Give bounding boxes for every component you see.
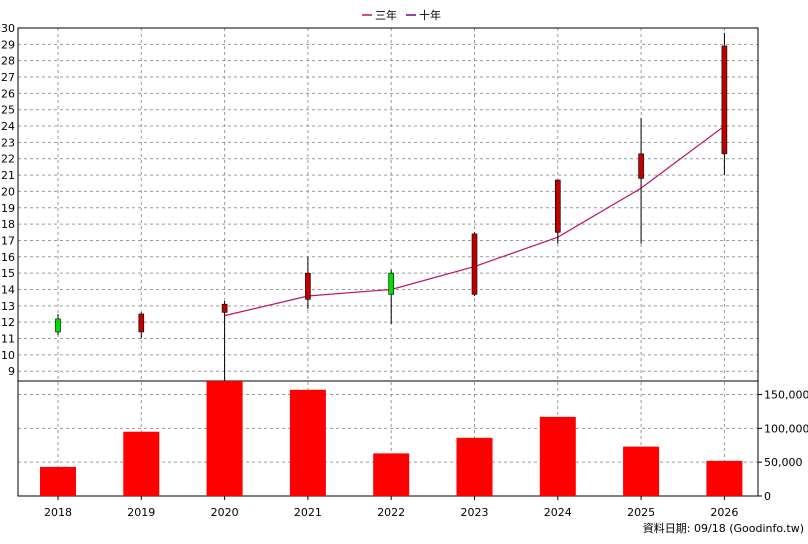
volume-ytick-labels: 0 50,000 100,000 150,000: [758, 389, 808, 503]
price-ytick-label: 9: [8, 365, 15, 378]
price-ytick-label: 30: [1, 22, 15, 35]
x-tick-label: 2024: [544, 506, 572, 519]
volume-bar: [289, 389, 326, 496]
frame-layer: [17, 27, 759, 497]
price-ytick-labels: 9 10 11 12 13 14 15 16 17 18 19 20 21 22 23 24 25 26 27 28 2…: [1, 22, 15, 378]
x-tick-label: 2025: [627, 506, 655, 519]
price-ytick-label: 15: [1, 267, 15, 280]
price-ytick-label: 20: [1, 185, 15, 198]
volume-ytick-label: 50,000: [764, 456, 803, 469]
volume-bar: [206, 381, 243, 496]
volume-bars-layer: [40, 381, 743, 496]
candle-body: [138, 313, 145, 333]
volume-bar: [456, 437, 493, 496]
candle-body: [721, 45, 728, 155]
volume-ytick-label: 150,000: [764, 389, 808, 402]
volume-ytick-label: 0: [764, 490, 771, 503]
candle-body: [305, 272, 311, 300]
price-ytick-label: 18: [1, 218, 15, 231]
price-ytick-label: 17: [1, 234, 15, 247]
x-tick-label: 2023: [461, 506, 489, 519]
candle-body: [388, 272, 395, 295]
price-ytick-label: 29: [1, 38, 15, 51]
candlestick-layer: [55, 32, 728, 381]
price-ytick-label: 16: [1, 251, 15, 264]
candle-body: [55, 318, 61, 333]
grid-layer: [18, 27, 758, 496]
volume-bar: [539, 416, 576, 496]
source-note: 資料日期: 09/18 (Goodinfo.tw): [643, 521, 804, 535]
price-ytick-label: 21: [1, 169, 15, 182]
price-ytick-label: 25: [1, 104, 15, 117]
legend-label: 十年: [419, 8, 441, 22]
price-ytick-label: 26: [1, 87, 15, 100]
candle-body: [554, 179, 561, 233]
x-tick-label: 2022: [377, 506, 405, 519]
x-tick-label: 2026: [710, 506, 738, 519]
volume-bar: [373, 453, 410, 496]
candle-body: [638, 153, 644, 179]
price-ytick-label: 28: [1, 55, 15, 68]
legend-label: 三年: [375, 8, 397, 22]
price-ytick-label: 13: [1, 300, 15, 313]
candle-body: [221, 303, 228, 313]
price-ytick-label: 24: [1, 120, 15, 133]
price-panel-frame: [17, 27, 759, 382]
volume-bar: [623, 446, 660, 496]
legend: 三年 十年: [362, 8, 441, 22]
price-ytick-label: 27: [1, 71, 15, 84]
volume-bar: [706, 460, 743, 496]
price-ytick-label: 23: [1, 136, 15, 149]
x-tick-label: 2021: [294, 506, 322, 519]
x-tick-label: 2020: [211, 506, 239, 519]
price-ytick-label: 19: [1, 202, 15, 215]
volume-bar: [40, 466, 76, 496]
price-ytick-label: 22: [1, 153, 15, 166]
x-tick-label: 2018: [44, 506, 72, 519]
x-tick-label: 2019: [127, 506, 155, 519]
price-ytick-label: 10: [1, 349, 15, 362]
price-ytick-label: 11: [1, 333, 15, 346]
price-ytick-label: 14: [1, 283, 15, 296]
volume-ytick-label: 100,000: [764, 422, 808, 435]
candle-body: [471, 233, 478, 295]
price-ytick-label: 12: [1, 316, 15, 329]
x-tick-labels: 2018 2019 2020 2021 2022 2023 2024 2025 2026: [44, 496, 738, 519]
volume-bar: [123, 431, 160, 496]
